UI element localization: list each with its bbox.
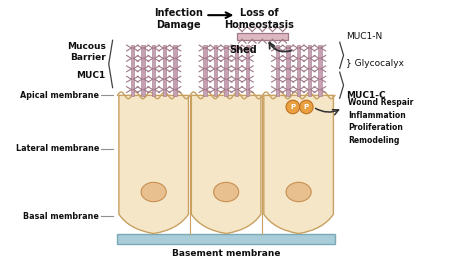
Bar <box>141 45 145 96</box>
Bar <box>308 45 311 96</box>
Bar <box>286 45 290 96</box>
Text: P: P <box>304 104 309 110</box>
Bar <box>163 45 166 96</box>
PathPatch shape <box>191 95 261 233</box>
Bar <box>118 233 335 244</box>
Bar <box>237 33 288 40</box>
Text: Wound Respair
Inflammation
Proliferation
Remodeling: Wound Respair Inflammation Proliferation… <box>348 98 414 145</box>
Ellipse shape <box>286 182 311 202</box>
Text: Basement membrane: Basement membrane <box>172 249 281 258</box>
Ellipse shape <box>214 182 239 202</box>
Text: Shed: Shed <box>229 45 257 55</box>
Bar <box>131 45 134 96</box>
Text: Apical membrane: Apical membrane <box>20 91 99 100</box>
Bar <box>297 45 301 96</box>
Bar <box>276 45 279 96</box>
Bar <box>318 45 321 96</box>
Bar <box>152 45 155 96</box>
Text: Infection
Damage: Infection Damage <box>154 8 203 30</box>
Text: } Glycocalyx: } Glycocalyx <box>346 59 404 68</box>
Text: Basal membrane: Basal membrane <box>23 212 99 221</box>
Bar <box>203 45 207 96</box>
Bar <box>173 45 177 96</box>
PathPatch shape <box>119 95 189 233</box>
Text: MUC1-N: MUC1-N <box>346 32 383 41</box>
Circle shape <box>300 100 313 114</box>
PathPatch shape <box>264 95 333 233</box>
Bar <box>225 45 228 96</box>
Bar <box>235 45 238 96</box>
Bar <box>214 45 217 96</box>
Text: MUC1: MUC1 <box>77 70 106 80</box>
Text: Mucous
Barrier: Mucous Barrier <box>67 42 106 62</box>
Text: P: P <box>290 104 295 110</box>
Bar <box>246 45 249 96</box>
Text: MUC1-C: MUC1-C <box>346 91 386 100</box>
Circle shape <box>286 100 300 114</box>
Text: Loss of
Homeostasis: Loss of Homeostasis <box>225 8 294 30</box>
Ellipse shape <box>141 182 166 202</box>
Text: Lateral membrane: Lateral membrane <box>16 144 99 153</box>
